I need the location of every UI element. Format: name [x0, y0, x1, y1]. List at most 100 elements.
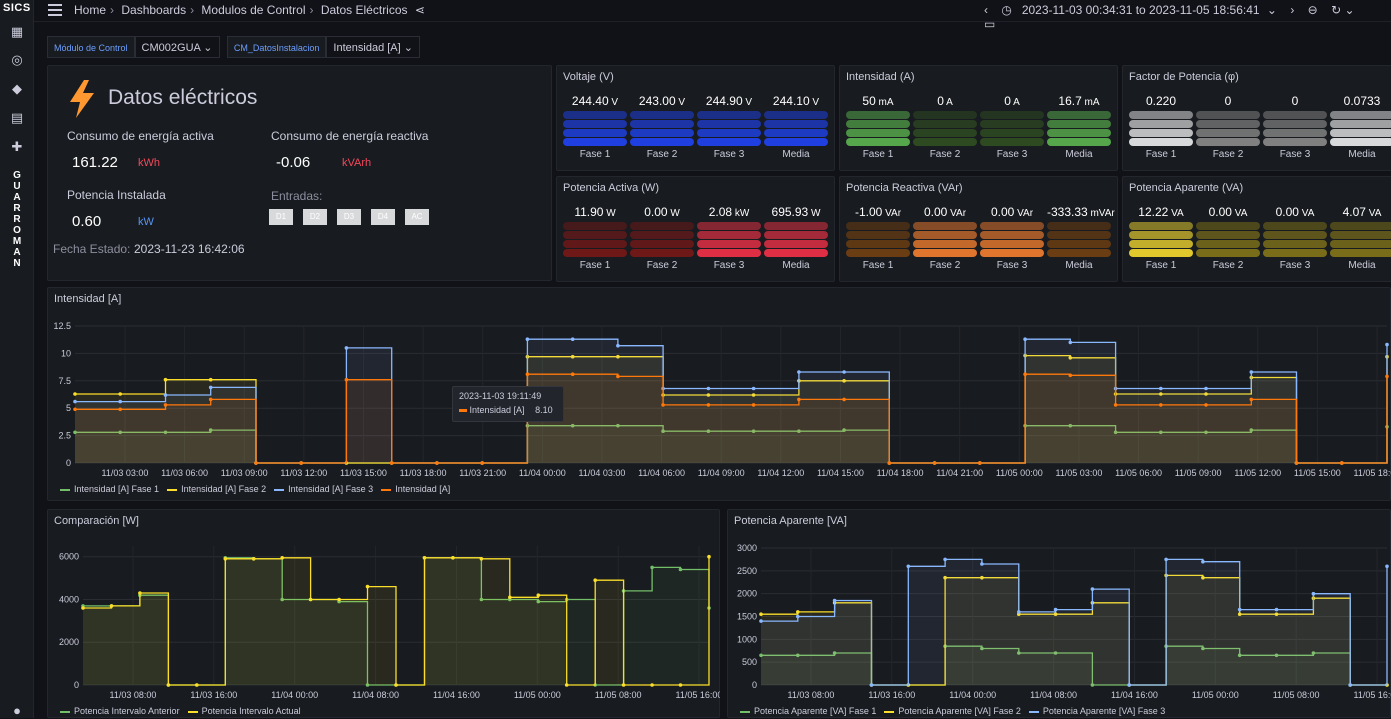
x-tick-label: 11/03 06:00: [161, 468, 208, 478]
legend-item[interactable]: Potencia Aparente [VA] Fase 2: [898, 706, 1021, 716]
stat-number: -1.00: [854, 205, 883, 219]
data-point: [451, 556, 455, 560]
user-avatar-icon[interactable]: ●: [13, 703, 21, 718]
chevron-down-icon[interactable]: ⌄: [1266, 3, 1277, 17]
data-point: [707, 554, 711, 559]
stat-label: Fase 3: [713, 149, 745, 160]
stat-bar-segment: [697, 222, 761, 230]
dashboards-icon[interactable]: ▦: [10, 24, 24, 39]
data-point: [751, 393, 756, 397]
stat-number: 0: [1291, 94, 1299, 108]
legend-item[interactable]: Intensidad [A] Fase 2: [181, 484, 267, 494]
legend-item[interactable]: Potencia Intervalo Actual: [201, 706, 301, 716]
data-point: [208, 397, 213, 402]
x-tick-label: 11/04 00:00: [949, 690, 996, 700]
legend-item[interactable]: Intensidad [A] Fase 1: [74, 484, 160, 494]
stat-panel: Intensidad (A) 50 mA Fase 1 0 A Fase 2 0 A Fas…: [839, 65, 1118, 171]
stat-unit: W: [603, 208, 616, 219]
data-point: [118, 399, 122, 404]
stat-number: 2.08: [708, 205, 733, 219]
refresh-icon[interactable]: ↻ ⌄: [1331, 3, 1355, 17]
var-select-datos[interactable]: Intensidad [A] ⌄: [326, 36, 420, 58]
x-tick-label: 11/04 18:00: [877, 468, 924, 478]
potencia-aparente-chart[interactable]: 0 500 1000 1500 2000 2500 3000 11/03 08:00 11/03…: [727, 540, 1391, 700]
stat-label: Fase 3: [1279, 149, 1311, 160]
breadcrumb-home[interactable]: Home: [74, 3, 107, 17]
comparacion-chart[interactable]: 0 2000 4000 6000 11/03 08:00 11/03 16:00 11/04…: [47, 540, 720, 700]
x-tick-label: 11/05 00:00: [1192, 690, 1239, 700]
top-navbar: Home › Dashboards › Modulos de Control › Da…: [34, 0, 1391, 31]
app-logo: SICS: [3, 2, 31, 14]
series-area: [75, 339, 1387, 463]
stat-panel: Potencia Activa (W) 11.90 W Fase 1 0.00 W Fa…: [556, 176, 835, 282]
legend-item[interactable]: Potencia Aparente [VA] Fase 1: [754, 706, 877, 716]
legend-item[interactable]: Intensidad [A]: [395, 484, 451, 494]
stat-bar-segment: [1196, 222, 1260, 230]
legend-item[interactable]: Potencia Aparente [VA] Fase 3: [1042, 706, 1166, 716]
data-point: [616, 343, 620, 348]
stat-bar-segment: [980, 249, 1044, 257]
stat-bar-segment: [1263, 249, 1327, 257]
x-tick-label: 11/05 16:00: [1354, 690, 1391, 700]
share-icon[interactable]: ⋖: [414, 3, 425, 17]
alerting-bell-icon[interactable]: ◆: [12, 81, 22, 96]
y-tick-label: 2000: [737, 589, 757, 599]
menu-toggle-icon[interactable]: [48, 4, 62, 19]
stat-value: 244.90 V: [697, 94, 761, 108]
data-point: [650, 683, 654, 687]
comparacion-legend: Potencia Intervalo Anterior Potencia Inte…: [52, 706, 301, 716]
stat-label: Media: [782, 149, 810, 160]
stat-label: Fase 3: [713, 260, 745, 271]
tv-mode-icon[interactable]: ▭: [984, 17, 996, 31]
var-select-modulo[interactable]: CM002GUA ⌄: [134, 36, 220, 58]
data-point: [1201, 575, 1205, 580]
breadcrumb-dashboard: Datos Eléctricos: [320, 3, 408, 17]
data-point: [887, 461, 892, 465]
stat-value: 0 A: [980, 94, 1044, 108]
stat-label: Media: [1065, 260, 1093, 271]
data-point: [138, 591, 142, 595]
table-icon[interactable]: ▤: [10, 110, 24, 125]
stat-value: 0.00 VA: [1196, 205, 1260, 219]
stat-bar-segment: [630, 231, 694, 239]
data-point: [208, 385, 213, 390]
stat-bar-segment: [1196, 231, 1260, 239]
stat-value: 0: [1196, 94, 1260, 108]
time-picker[interactable]: ‹ ◷ 2023-11-03 00:34:31 to 2023-11-05 18:…: [984, 3, 1384, 31]
data-point: [1113, 430, 1118, 435]
data-point: [797, 429, 801, 433]
stat-value: 12.22 VA: [1129, 205, 1193, 219]
legend-item[interactable]: Potencia Intervalo Anterior: [74, 706, 180, 716]
data-point: [706, 403, 711, 407]
breadcrumb-dashboards[interactable]: Dashboards: [121, 3, 187, 17]
data-point: [344, 377, 349, 382]
data-point: [678, 567, 683, 572]
time-forward-icon[interactable]: ›: [1290, 3, 1295, 17]
stat-number: 0.00: [1275, 205, 1299, 219]
data-point: [1017, 610, 1021, 614]
stat-number: 695.93: [771, 205, 809, 219]
y-tick-label: 500: [742, 657, 757, 667]
stat-bar-segment: [846, 240, 910, 248]
stat-label: Fase 2: [929, 149, 961, 160]
legend-item[interactable]: Intensidad [A] Fase 3: [288, 484, 374, 494]
data-point: [223, 557, 228, 561]
datos-electricos-panel: [47, 65, 552, 281]
time-range-text[interactable]: 2023-11-03 00:34:31 to 2023-11-05 18:56:…: [1021, 3, 1260, 17]
stat-unit: VA: [1168, 208, 1184, 219]
plugins-icon[interactable]: ✚: [11, 139, 23, 154]
zoom-out-icon[interactable]: ⊖: [1307, 3, 1318, 17]
explore-icon[interactable]: ◎: [11, 52, 23, 67]
data-point: [661, 429, 665, 433]
intensidad-chart[interactable]: 0 2.5 5 7.5 10 12.5 11/03 03:00 11/03 06:00 11/0…: [47, 310, 1391, 480]
breadcrumb-folder[interactable]: Modulos de Control: [201, 3, 306, 17]
series-area: [761, 559, 1387, 685]
stat-unit: W: [808, 208, 821, 219]
stat-bar-segment: [630, 111, 694, 119]
data-point: [678, 683, 683, 687]
datos-title: Datos eléctricos: [108, 86, 258, 109]
var-value-modulo: CM002GUA: [141, 42, 201, 54]
x-tick-label: 11/05 00:00: [514, 690, 561, 700]
time-back-icon[interactable]: ‹: [984, 3, 988, 17]
data-point: [650, 565, 654, 570]
